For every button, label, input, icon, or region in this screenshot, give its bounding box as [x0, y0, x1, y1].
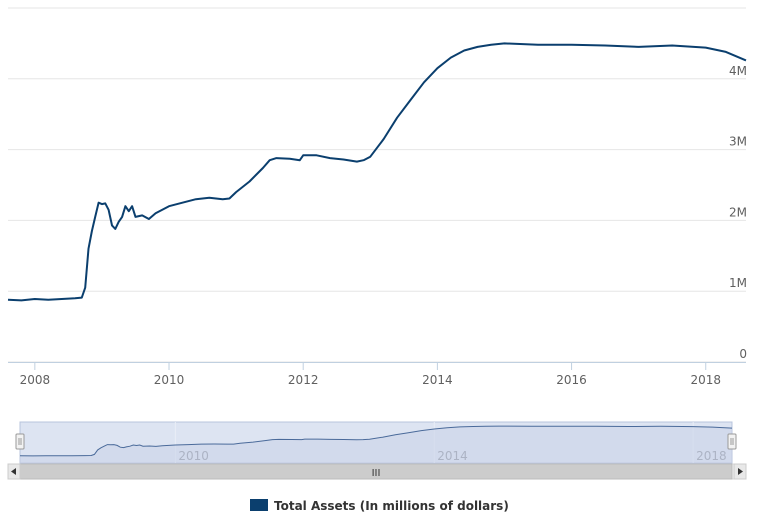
series-line-total-assets[interactable]: [7, 42, 747, 302]
x-tick-label: 2018: [690, 373, 721, 387]
legend-swatch: [250, 499, 268, 511]
navigator[interactable]: 201020142018: [15, 421, 737, 464]
y-tick-label: 0: [739, 347, 747, 361]
navigator-handle-left[interactable]: [15, 433, 25, 450]
legend[interactable]: Total Assets (In millions of dollars): [250, 499, 509, 513]
scroll-right-arrow-icon[interactable]: [733, 463, 747, 480]
x-tick-label: 2012: [288, 373, 319, 387]
navigator-series-line: [19, 425, 733, 457]
navigator-handle-right[interactable]: [727, 433, 737, 450]
y-tick-label: 3M: [729, 135, 747, 149]
scroll-left-arrow-icon[interactable]: [7, 463, 21, 480]
x-tick-label: 2014: [422, 373, 453, 387]
y-tick-label: 4M: [729, 64, 747, 78]
y-axis: 0 1M 2M 3M 4M: [729, 64, 747, 361]
x-tick-label: 2010: [154, 373, 185, 387]
legend-label[interactable]: Total Assets (In millions of dollars): [274, 499, 509, 513]
y-tick-label: 1M: [729, 276, 747, 290]
scrollbar-grip[interactable]: III: [372, 468, 381, 479]
y-tick-label: 2M: [729, 205, 747, 219]
navigator-area: [20, 426, 732, 463]
grid-lines: [8, 7, 746, 363]
x-axis: 2008 2010 2012 2014 2016 2018: [8, 362, 746, 387]
series-layer: [7, 42, 747, 302]
x-tick-label: 2016: [556, 373, 587, 387]
scrollbar[interactable]: III: [7, 463, 747, 480]
x-tick-label: 2008: [20, 373, 51, 387]
